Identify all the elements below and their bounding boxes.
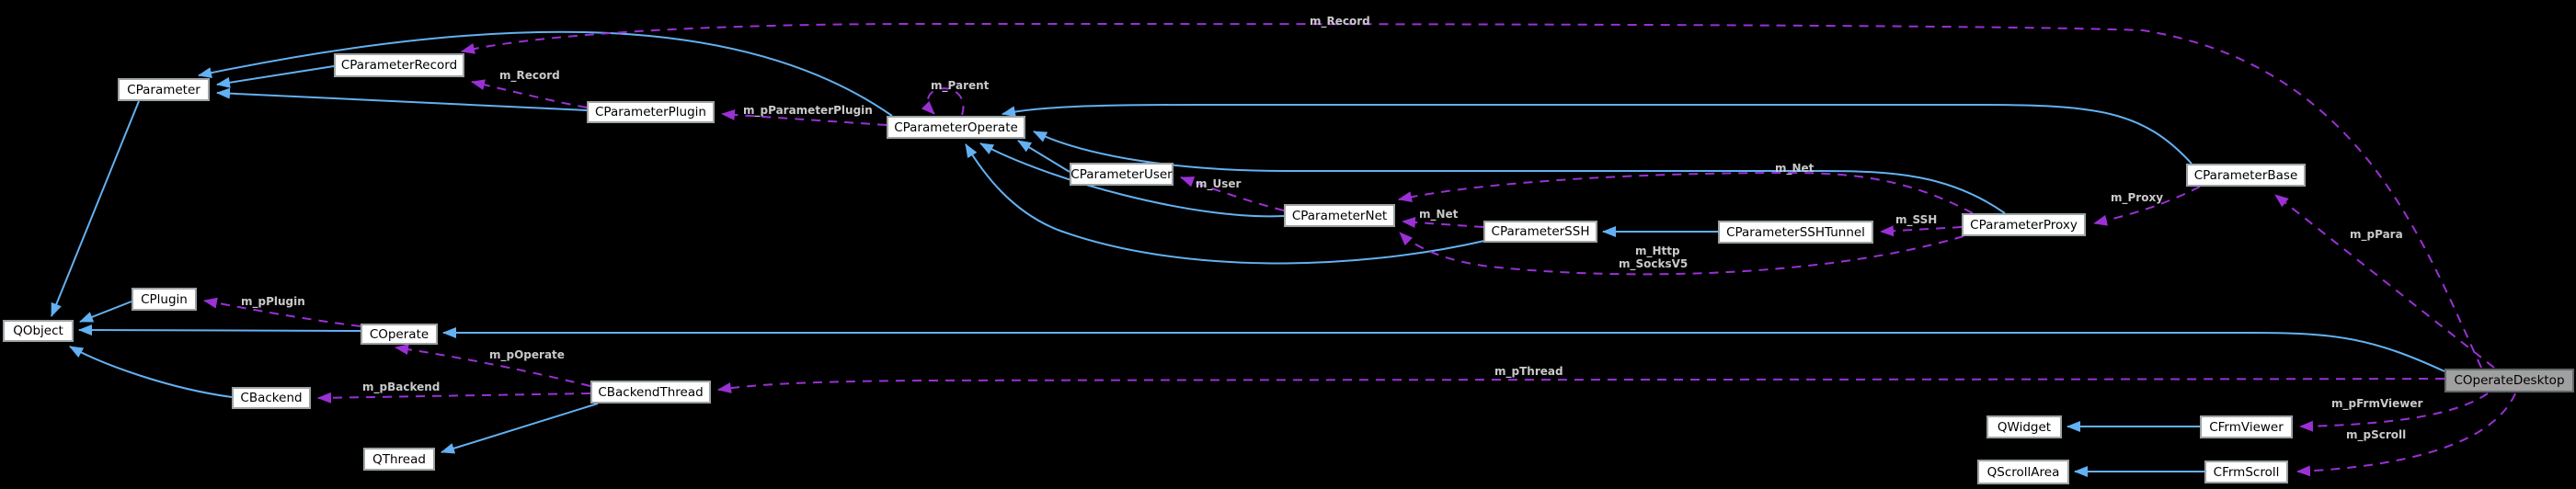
node-cparameter[interactable]: CParameter — [118, 78, 210, 101]
edge-desktop-to-base-member — [2274, 194, 2495, 369]
node-qthread[interactable]: QThread — [363, 448, 435, 471]
node-cparameter-record[interactable]: CParameterRecord — [334, 53, 464, 77]
node-cbackend[interactable]: CBackend — [232, 387, 311, 409]
edge-label-m-user: m_User — [1196, 177, 1242, 190]
edge-ssh-to-net-member — [1402, 216, 1484, 228]
edge-label-m-net-lower: m_Net — [1419, 208, 1459, 221]
edge-label-m-pbackend: m_pBackend — [362, 381, 441, 393]
edge-label-m-pscroll: m_pScroll — [2346, 428, 2407, 441]
edge-backendthread-to-qthread — [441, 403, 599, 454]
edge-label-m-parent: m_Parent — [931, 79, 990, 92]
edge-base-to-proxy-member — [2093, 186, 2201, 226]
edge-base-to-operate — [1002, 104, 2192, 165]
edge-label-m-record-top: m_Record — [1310, 15, 1370, 28]
edge-label-m-pplugin: m_pPlugin — [241, 295, 305, 308]
node-cparameter-user[interactable]: CParameterUser — [1070, 163, 1174, 186]
edge-operate-to-plugin-member — [721, 108, 887, 126]
edge-coperate-to-qobject — [78, 324, 361, 336]
node-cparameter-net[interactable]: CParameterNet — [1284, 204, 1395, 227]
node-cparameter-base[interactable]: CParameterBase — [2186, 164, 2306, 187]
edge-parameter-to-qobject — [51, 100, 140, 317]
node-cparameter-operate[interactable]: CParameterOperate — [887, 116, 1025, 139]
edge-label-m-pfrmviewer: m_pFrmViewer — [2331, 397, 2423, 410]
edge-operate-to-parameter — [198, 30, 893, 117]
edge-record-to-parameter — [216, 65, 335, 88]
edge-label-m-proxy: m_Proxy — [2111, 191, 2164, 204]
node-cparameter-ssh[interactable]: CParameterSSH — [1483, 221, 1597, 243]
edge-label-m-pparameterplugin: m_pParameterPlugin — [743, 104, 873, 117]
node-cplugin[interactable]: CPlugin — [132, 288, 197, 311]
edge-net-to-user-member — [1180, 176, 1285, 211]
edge-desktop-to-record-member — [461, 22, 2482, 369]
edge-label-m-http: m_Http — [1635, 244, 1680, 257]
edge-backendthread-to-cbackend-member — [317, 392, 591, 404]
edge-operate-self-parent — [921, 87, 965, 116]
edge-desktop-to-frmscroll-member — [2296, 392, 2516, 477]
node-cparameter-proxy[interactable]: CParameterProxy — [1962, 213, 2086, 236]
node-coperate[interactable]: COperate — [361, 324, 438, 345]
edge-label-m-poperate: m_pOperate — [489, 348, 565, 361]
node-cfrm-viewer[interactable]: CFrmViewer — [2200, 415, 2293, 438]
edge-cplugin-to-qobject — [79, 301, 132, 323]
edge-proxy-to-net-member — [1398, 171, 1974, 214]
node-coperate-desktop[interactable]: COperateDesktop — [2444, 369, 2574, 392]
edge-proxy-to-operate — [1033, 131, 2006, 214]
edge-net-to-operate — [979, 142, 1285, 218]
edge-coperate-to-cplugin-member — [203, 297, 361, 327]
edge-label-m-socksv5: m_SocksV5 — [1619, 257, 1689, 270]
edge-backendthread-to-coperate-member — [395, 344, 591, 387]
node-qscroll-area[interactable]: QScrollArea — [1977, 460, 2069, 484]
edge-label-m-record: m_Record — [499, 69, 560, 82]
node-cparameter-ssh-tunnel[interactable]: CParameterSSHTunnel — [1718, 221, 1873, 244]
edge-label-m-net-upper: m_Net — [1775, 162, 1815, 175]
node-cparameter-plugin[interactable]: CParameterPlugin — [587, 101, 715, 123]
edge-user-to-operate — [1017, 140, 1070, 173]
node-qobject[interactable]: QObject — [3, 320, 74, 342]
edge-desktop-to-backendthread-member — [717, 378, 2445, 393]
edge-desktop-to-coperate — [442, 327, 2445, 372]
edge-cbackend-to-qobject — [69, 346, 233, 398]
node-cfrm-scroll[interactable]: CFrmScroll — [2204, 461, 2288, 483]
edge-proxy-to-net-http-member — [1399, 232, 1964, 276]
edge-label-m-ssh: m_SSH — [1895, 213, 1938, 226]
node-cbackend-thread[interactable]: CBackendThread — [590, 381, 711, 404]
edge-plugin-to-record-member — [471, 79, 588, 108]
edge-proxy-to-sshtunnel-member — [1880, 225, 1963, 237]
edge-ssh-to-operate — [965, 143, 1485, 265]
node-qwidget[interactable]: QWidget — [1986, 415, 2062, 438]
edge-label-m-ppara: m_pPara — [2350, 228, 2403, 241]
edge-plugin-to-parameter — [216, 87, 588, 111]
edge-label-m-pthread: m_pThread — [1494, 365, 1563, 378]
